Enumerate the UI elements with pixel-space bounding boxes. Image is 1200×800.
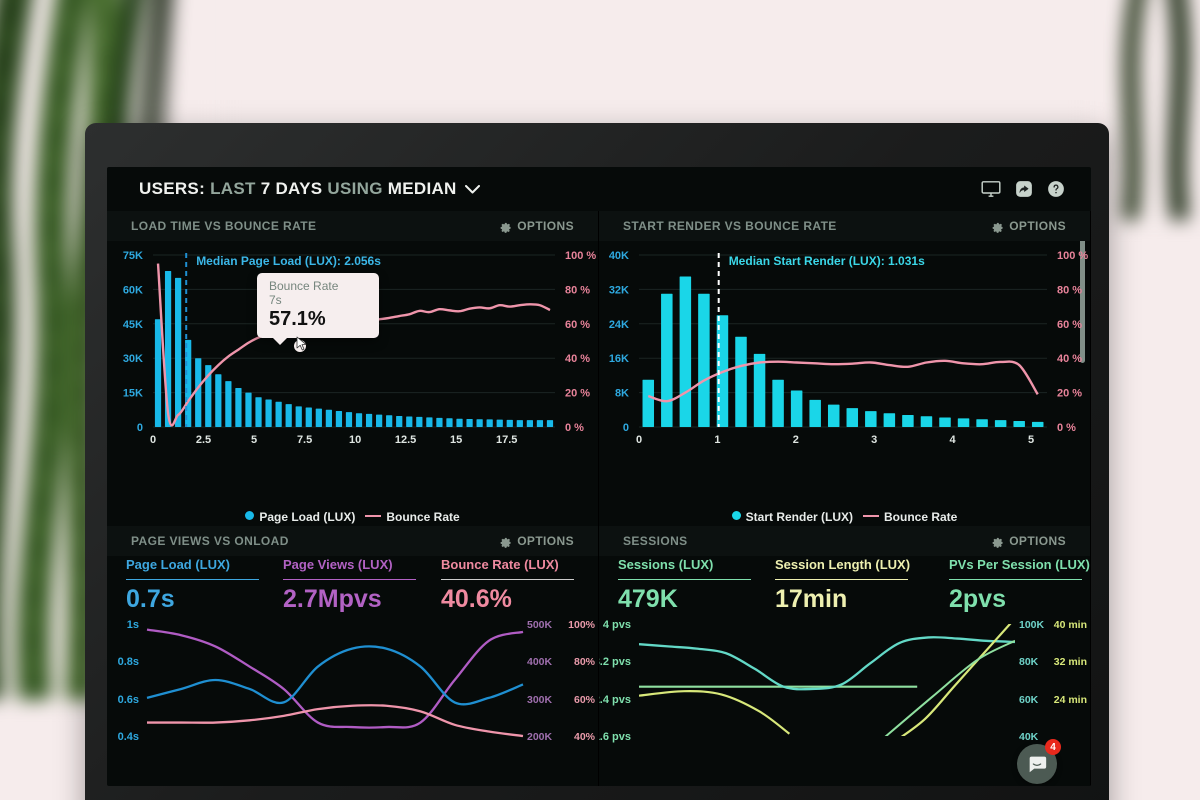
svg-text:40 %: 40 %	[1057, 353, 1082, 365]
svg-text:100 %: 100 %	[1057, 250, 1088, 262]
svg-text:32K: 32K	[609, 284, 629, 296]
svg-text:Median Start Render (LUX): 1.0: Median Start Render (LUX): 1.031s	[729, 254, 925, 268]
svg-text:10: 10	[349, 434, 361, 446]
svg-text:0.4s: 0.4s	[118, 731, 139, 743]
svg-text:24K: 24K	[609, 319, 629, 331]
svg-text:80K: 80K	[1019, 656, 1039, 668]
svg-text:24 min: 24 min	[1054, 694, 1087, 706]
svg-text:80 %: 80 %	[565, 284, 590, 296]
svg-text:2.4 pvs: 2.4 pvs	[599, 694, 631, 706]
svg-text:4: 4	[950, 434, 957, 446]
svg-text:1s: 1s	[127, 619, 139, 631]
svg-text:12.5: 12.5	[395, 434, 416, 446]
svg-text:75K: 75K	[123, 250, 143, 262]
svg-text:0: 0	[636, 434, 642, 446]
svg-text:1: 1	[714, 434, 720, 446]
svg-text:5: 5	[1028, 434, 1034, 446]
svg-text:40%: 40%	[574, 731, 596, 743]
svg-text:2.5: 2.5	[196, 434, 211, 446]
svg-text:200K: 200K	[527, 731, 553, 743]
svg-text:8K: 8K	[615, 388, 629, 400]
svg-text:1.6 pvs: 1.6 pvs	[599, 731, 631, 743]
svg-text:2: 2	[793, 434, 799, 446]
svg-text:60 %: 60 %	[565, 319, 590, 331]
svg-text:100 %: 100 %	[565, 250, 596, 262]
svg-text:20 %: 20 %	[565, 388, 590, 400]
svg-text:100%: 100%	[568, 619, 596, 631]
svg-text:60%: 60%	[574, 694, 596, 706]
svg-text:0.8s: 0.8s	[118, 656, 139, 668]
svg-text:5: 5	[251, 434, 257, 446]
svg-text:32 min: 32 min	[1054, 656, 1087, 668]
svg-text:60K: 60K	[123, 284, 143, 296]
svg-text:15K: 15K	[123, 388, 143, 400]
svg-text:500K: 500K	[527, 619, 553, 631]
svg-text:15: 15	[450, 434, 462, 446]
svg-text:30K: 30K	[123, 353, 143, 365]
svg-text:4 pvs: 4 pvs	[603, 619, 631, 631]
svg-text:3.2 pvs: 3.2 pvs	[599, 656, 631, 668]
svg-text:40K: 40K	[1019, 731, 1039, 743]
svg-text:80%: 80%	[574, 656, 596, 668]
svg-text:0: 0	[623, 422, 629, 434]
svg-text:3: 3	[871, 434, 877, 446]
svg-text:16K: 16K	[609, 353, 629, 365]
svg-text:17.5: 17.5	[496, 434, 517, 446]
svg-text:7.5: 7.5	[297, 434, 312, 446]
svg-text:45K: 45K	[123, 319, 143, 331]
svg-text:0: 0	[150, 434, 156, 446]
svg-text:60 %: 60 %	[1057, 319, 1082, 331]
svg-text:300K: 300K	[527, 694, 553, 706]
svg-text:80 %: 80 %	[1057, 284, 1082, 296]
svg-text:40 min: 40 min	[1054, 619, 1087, 631]
svg-text:0 %: 0 %	[565, 422, 584, 434]
svg-text:0.6s: 0.6s	[118, 694, 139, 706]
svg-text:40K: 40K	[609, 250, 629, 262]
svg-text:60K: 60K	[1019, 694, 1039, 706]
svg-text:40 %: 40 %	[565, 353, 590, 365]
svg-text:100K: 100K	[1019, 619, 1045, 631]
svg-text:0: 0	[137, 422, 143, 434]
svg-text:400K: 400K	[527, 656, 553, 668]
svg-text:Median Page Load (LUX): 2.056s: Median Page Load (LUX): 2.056s	[196, 254, 381, 268]
svg-text:20 %: 20 %	[1057, 388, 1082, 400]
svg-text:0 %: 0 %	[1057, 422, 1076, 434]
